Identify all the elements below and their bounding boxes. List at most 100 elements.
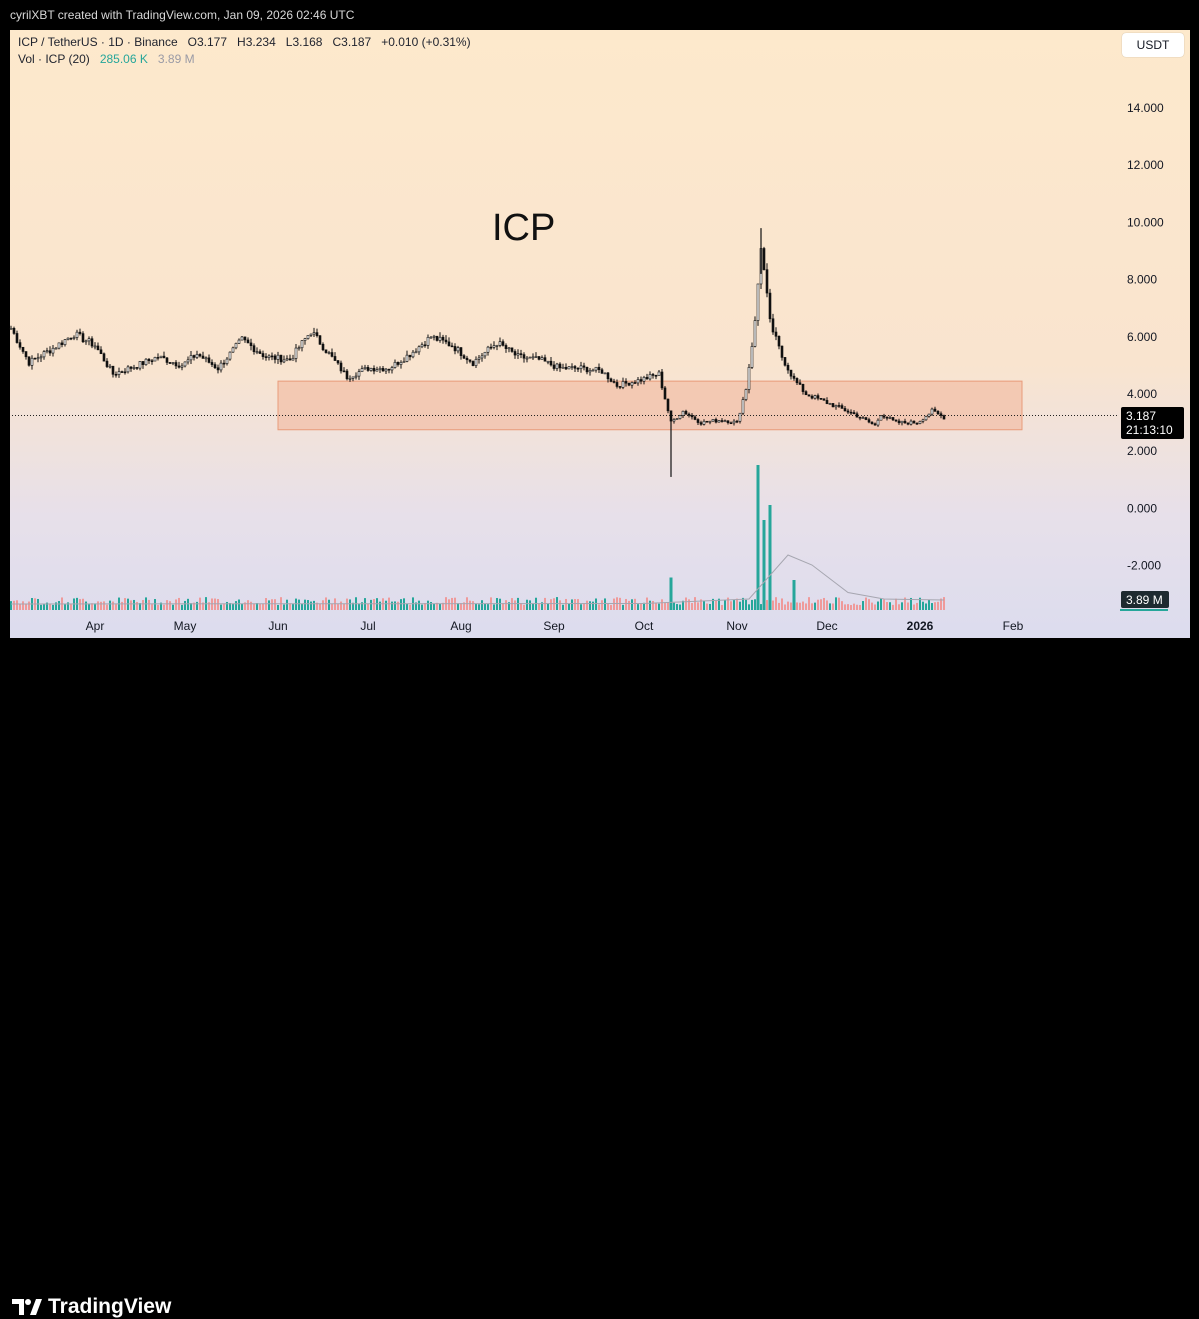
volume-bar bbox=[907, 602, 909, 610]
candle-body bbox=[537, 356, 541, 360]
candle-body bbox=[831, 403, 835, 408]
candle-body bbox=[321, 343, 325, 351]
candle-body bbox=[645, 377, 649, 380]
volume-bar bbox=[505, 600, 507, 610]
candle-body bbox=[303, 338, 307, 341]
candle-body bbox=[294, 347, 298, 359]
volume-bar bbox=[922, 601, 924, 610]
candle-body bbox=[195, 354, 199, 358]
volume-bar bbox=[742, 597, 744, 610]
candle-body bbox=[606, 372, 610, 380]
candle-body bbox=[285, 358, 289, 361]
volume-bar bbox=[232, 603, 234, 610]
chart-credit: cyrilXBT created with TradingView.com, J… bbox=[10, 8, 355, 22]
volume-bar bbox=[256, 603, 258, 610]
candle-body bbox=[639, 379, 643, 382]
candle-body bbox=[501, 341, 505, 346]
candle-body bbox=[942, 415, 946, 420]
y-axis-tick-label: -2.000 bbox=[1127, 559, 1161, 573]
candle-body bbox=[696, 419, 700, 423]
volume-bar bbox=[889, 602, 891, 610]
candle-body bbox=[393, 361, 397, 368]
volume-bar bbox=[625, 598, 627, 610]
volume-bar bbox=[820, 599, 822, 610]
candle-body bbox=[822, 398, 826, 401]
candle-body bbox=[177, 365, 181, 368]
candle-body bbox=[855, 413, 859, 418]
currency-button[interactable]: USDT bbox=[1122, 33, 1184, 57]
volume-bar bbox=[739, 601, 741, 610]
candle-body bbox=[351, 376, 355, 379]
tradingview-brand[interactable]: TradingView bbox=[12, 1295, 171, 1319]
candle-body bbox=[576, 367, 580, 370]
candle-body bbox=[531, 356, 535, 359]
volume-bar bbox=[631, 599, 633, 610]
volume-bar bbox=[328, 599, 330, 610]
candle-body bbox=[330, 352, 334, 357]
volume-bar bbox=[688, 599, 690, 610]
candle-body bbox=[828, 403, 832, 405]
candle-body bbox=[387, 368, 391, 371]
chart-panel[interactable] bbox=[10, 30, 1190, 638]
volume-bar bbox=[940, 598, 942, 610]
volume-bar bbox=[337, 604, 339, 610]
volume-bar bbox=[562, 604, 564, 610]
candle-body bbox=[810, 395, 814, 399]
candle-body bbox=[861, 417, 865, 419]
volume-bar bbox=[760, 604, 762, 610]
y-axis-tick-label: 4.000 bbox=[1127, 387, 1157, 401]
candle-body bbox=[384, 368, 388, 372]
candle-body bbox=[306, 335, 310, 339]
y-axis-tick-label: 2.000 bbox=[1127, 444, 1157, 458]
x-axis-tick-label: Oct bbox=[635, 619, 654, 633]
candle-body bbox=[42, 351, 46, 358]
candle-body bbox=[627, 382, 631, 386]
candle-body bbox=[381, 368, 385, 372]
volume-bar bbox=[754, 599, 756, 610]
candle-body bbox=[927, 413, 931, 417]
volume-bar bbox=[187, 598, 189, 610]
volume-bar bbox=[133, 599, 135, 610]
price-chart[interactable]: 14.000 12.000 10.000 8.000 6.000 4.000 2.000 0.… bbox=[0, 0, 1199, 698]
symbol-name[interactable]: ICP / TetherUS · 1D · Binance bbox=[18, 35, 178, 49]
candle-body bbox=[465, 357, 469, 361]
candle-body bbox=[573, 366, 577, 369]
volume-bar bbox=[547, 603, 549, 610]
volume-bar bbox=[67, 602, 69, 610]
volume-indicator-label[interactable]: Vol · ICP (20) bbox=[18, 52, 90, 66]
volume-bar bbox=[160, 602, 162, 610]
volume-bar bbox=[283, 604, 285, 610]
candle-body bbox=[540, 357, 544, 360]
candle-body bbox=[348, 378, 352, 380]
volume-bar bbox=[427, 600, 429, 610]
candle-body bbox=[681, 410, 685, 416]
candle-body bbox=[924, 416, 928, 421]
volume-bar bbox=[895, 598, 897, 610]
volume-bar bbox=[322, 600, 324, 610]
candle-body bbox=[909, 420, 913, 425]
volume-bar bbox=[103, 601, 105, 610]
volume-bar bbox=[409, 604, 411, 610]
candle-body bbox=[891, 417, 895, 421]
candle-body bbox=[936, 411, 940, 415]
volume-bar bbox=[724, 600, 726, 610]
y-axis-tick-label: 10.000 bbox=[1127, 215, 1164, 229]
volume-bar bbox=[250, 601, 252, 610]
volume-bar bbox=[589, 601, 591, 610]
volume-bar-peak bbox=[768, 505, 772, 610]
candle-body bbox=[528, 356, 532, 359]
volume-bar bbox=[592, 601, 594, 610]
candle-body bbox=[804, 391, 808, 396]
candle-body bbox=[357, 371, 361, 377]
candle-body bbox=[906, 422, 910, 425]
candle-body bbox=[447, 341, 451, 347]
candle-body bbox=[894, 419, 898, 422]
volume-bar bbox=[58, 601, 60, 610]
volume-bar bbox=[94, 603, 96, 610]
candle-body bbox=[249, 342, 253, 346]
candle-body bbox=[657, 371, 661, 376]
volume-bar bbox=[610, 604, 612, 610]
candle-body bbox=[519, 353, 523, 355]
volume-bar bbox=[790, 602, 792, 610]
volume-bar bbox=[613, 598, 615, 610]
